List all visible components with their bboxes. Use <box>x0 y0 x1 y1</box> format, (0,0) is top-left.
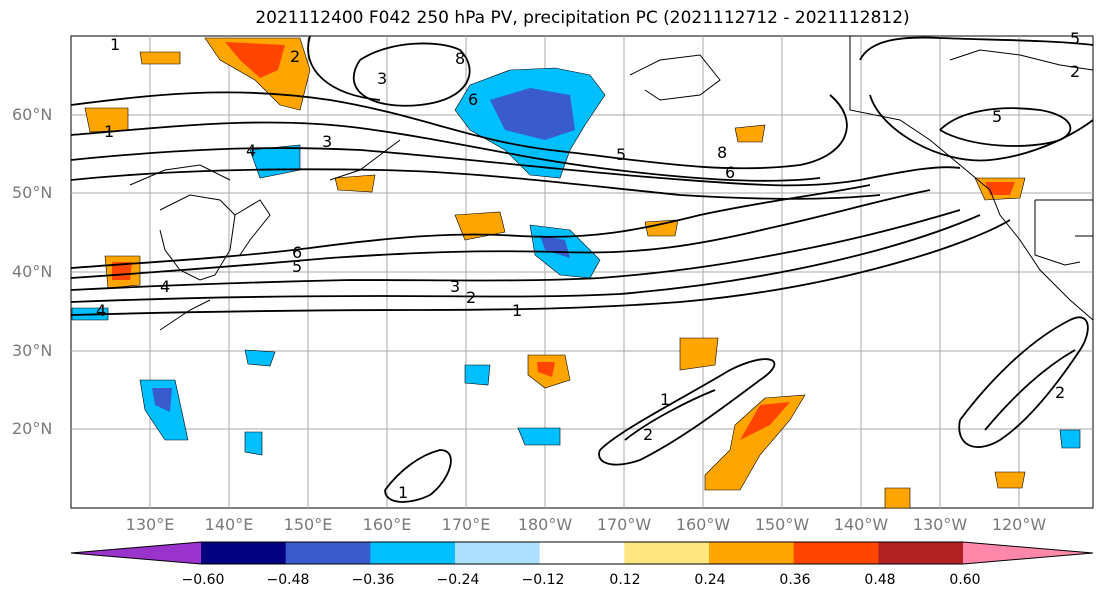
precip-negative-blob <box>464 364 491 386</box>
precip-positive-blob <box>679 337 719 371</box>
colorbar-extend-min <box>71 542 201 564</box>
colorbar-tick-label: 0.24 <box>694 572 726 588</box>
contour-label: 8 <box>455 49 465 68</box>
map-title: 2021112400 F042 250 hPa PV, precipitatio… <box>255 8 910 28</box>
precip-negative-core <box>490 88 575 140</box>
precip-positive-core <box>740 402 790 440</box>
colorbar-segment <box>624 542 710 564</box>
lat-label: 50°N <box>12 183 53 202</box>
gridlines <box>71 36 1093 508</box>
precip-positive-blob <box>454 211 506 241</box>
contour-label: 2 <box>1055 383 1065 402</box>
contour-label: 1 <box>512 301 522 320</box>
precip-positive-blob <box>734 124 766 143</box>
colorbar-tick-label: −0.12 <box>521 572 565 588</box>
colorbar <box>70 541 1094 565</box>
contour-label: 2 <box>643 425 653 444</box>
precip-blobs <box>71 37 1081 509</box>
colorbar-tick-label: 0.12 <box>609 572 641 588</box>
contour-label: 6 <box>725 163 735 182</box>
contour-label: 5 <box>616 145 626 164</box>
lon-label: 170°E <box>441 515 491 534</box>
precip-positive-blob <box>994 471 1026 489</box>
precip-negative-blob <box>517 427 561 446</box>
contour-label: 5 <box>1070 29 1080 48</box>
lon-label: 130°W <box>912 515 968 534</box>
colorbar-segment <box>793 542 879 564</box>
precip-positive-core <box>225 42 285 78</box>
lon-label: 140°E <box>204 515 254 534</box>
colorbar-segment <box>455 542 541 564</box>
colorbar-tick-label: 0.48 <box>864 572 896 588</box>
contour-label: 8 <box>717 143 727 162</box>
colorbar-segment <box>370 542 456 564</box>
contour-label: 4 <box>246 141 256 160</box>
precip-positive-blob <box>644 219 679 237</box>
lon-label: 160°E <box>362 515 412 534</box>
contour-label: 5 <box>992 107 1002 126</box>
precip-positive-core <box>537 362 555 377</box>
lon-label: 150°W <box>754 515 810 534</box>
colorbar-segment <box>539 542 625 564</box>
contour-label: 4 <box>96 301 106 320</box>
precip-positive-blob <box>334 174 376 193</box>
precip-negative-blob <box>244 349 276 367</box>
lon-label: 160°W <box>675 515 731 534</box>
contour-label: 3 <box>322 132 332 151</box>
colorbar-tick-label: −0.48 <box>266 572 310 588</box>
contour-label: 5 <box>292 257 302 276</box>
contour-label: 6 <box>292 243 302 262</box>
contour-label: 2 <box>1070 62 1080 81</box>
contour-label-group: 1 2 3 4 5 6 8 1 3 2 1 4 6 5 4 3 5 6 8 2 … <box>96 29 1080 502</box>
contour-label: 3 <box>450 277 460 296</box>
precip-negative-blob <box>139 379 189 441</box>
pv-contours <box>70 35 1094 503</box>
contour-label: 1 <box>110 35 120 54</box>
contour-label: 3 <box>377 69 387 88</box>
colorbar-tick-label: −0.36 <box>351 572 395 588</box>
lon-label: 180°W <box>517 515 573 534</box>
colorbar-tick-label: 0.60 <box>949 572 981 588</box>
contour-label: 1 <box>104 122 114 141</box>
precip-negative-blob <box>1059 429 1081 449</box>
colorbar-extend-max <box>963 542 1093 564</box>
colorbar-segment <box>201 542 287 564</box>
contour-label: 2 <box>290 47 300 66</box>
colorbar-segment <box>878 542 964 564</box>
lon-label: 150°E <box>283 515 333 534</box>
precip-positive-blob <box>139 51 181 65</box>
contour-label: 1 <box>398 483 408 502</box>
lon-label: 140°W <box>833 515 889 534</box>
lon-label: 170°W <box>596 515 652 534</box>
map-canvas: 1 2 3 4 5 6 8 1 3 2 1 4 6 5 4 3 5 6 8 2 … <box>70 29 1094 509</box>
colorbar-tick-label: 0.36 <box>779 572 811 588</box>
colorbar-tick-label: −0.24 <box>436 572 480 588</box>
precip-negative-blob <box>244 431 263 456</box>
contour-label: 1 <box>660 390 670 409</box>
contour-label: 6 <box>468 90 478 109</box>
precip-positive-blob <box>884 487 911 509</box>
colorbar-segment <box>285 542 371 564</box>
lat-label: 30°N <box>12 341 53 360</box>
precip-positive-blob <box>704 394 806 491</box>
contour-label: 4 <box>160 277 170 296</box>
colorbar-segment <box>709 542 795 564</box>
colorbar-outline <box>70 541 1094 565</box>
precip-negative-core <box>152 388 172 412</box>
colorbar-tick-label: −0.60 <box>181 572 225 588</box>
lon-label: 130°E <box>125 515 175 534</box>
lon-label: 120°W <box>991 515 1047 534</box>
lat-label: 40°N <box>12 262 53 281</box>
precip-positive-core <box>985 182 1015 195</box>
lat-label: 60°N <box>12 105 53 124</box>
lat-label: 20°N <box>12 419 53 438</box>
contour-label: 2 <box>466 288 476 307</box>
